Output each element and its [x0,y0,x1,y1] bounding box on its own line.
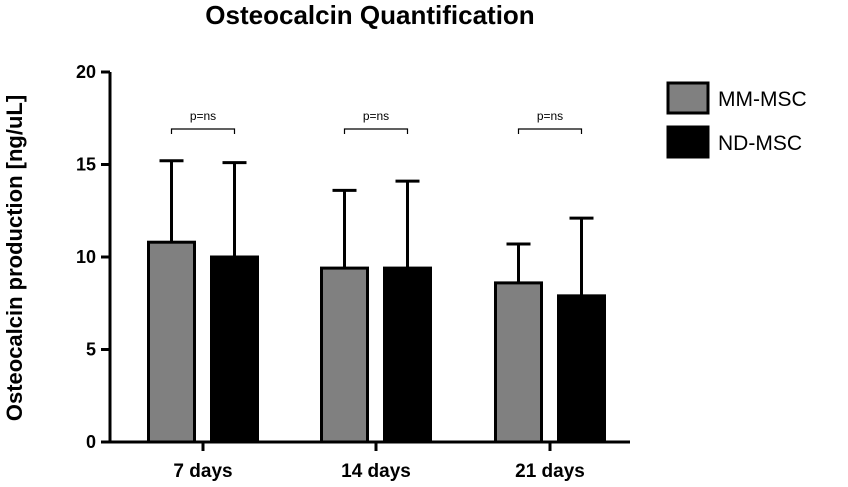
legend-label: ND-MSC [718,132,802,155]
y-tick-label: 15 [76,155,96,175]
y-tick-label: 5 [86,340,96,360]
y-axis-label: Osteocalcin production [ng/uL] [2,95,27,421]
bar [210,255,259,444]
annotations: p=ns p=ns p=ns [170,109,583,134]
significance-label: p=ns [190,109,216,123]
legend-swatch [666,125,710,159]
bar [147,240,196,444]
bar [494,281,543,444]
axes: 0 5 10 15 20 7 days 14 days 21 days [76,62,630,482]
significance-bracket [517,128,583,134]
x-tick-label: 7 days [173,461,232,482]
significance-label: p=ns [363,109,389,123]
legend-label: MM-MSC [718,88,807,111]
legend-swatch [666,81,710,115]
bar [320,266,369,444]
x-tick-label: 21 days [515,461,585,482]
significance-bracket [170,128,236,134]
chart-title: Osteocalcin Quantification [205,0,534,30]
bar [557,294,606,444]
bar [383,266,432,444]
bars [147,159,606,444]
legend: MM-MSC ND-MSC [666,81,807,159]
y-tick-label: 10 [76,247,96,267]
significance-bracket [343,128,409,134]
y-tick-label: 20 [76,62,96,82]
significance-label: p=ns [537,109,563,123]
y-tick-label: 0 [86,432,96,452]
x-tick-label: 14 days [341,461,411,482]
